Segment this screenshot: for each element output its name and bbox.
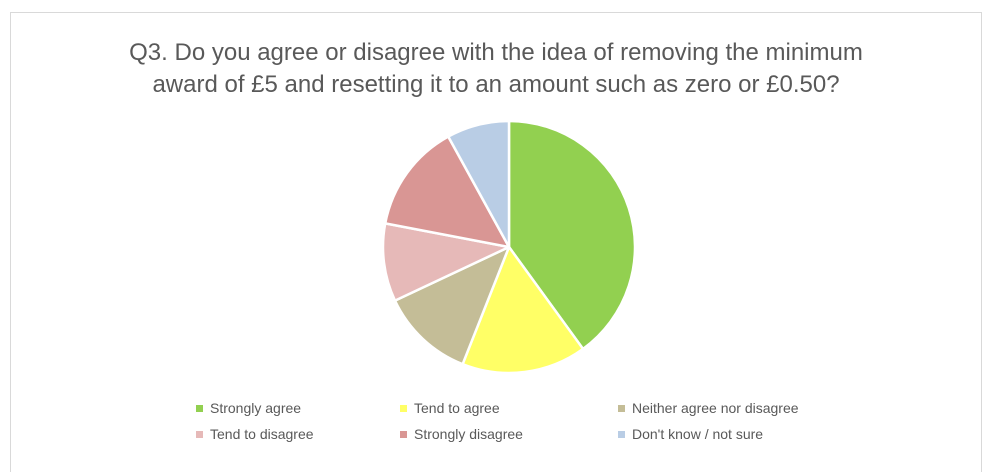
legend: Strongly agree Tend to agree Neither agr…: [196, 399, 916, 443]
legend-label: Strongly agree: [210, 400, 302, 416]
legend-label: Tend to agree: [414, 400, 500, 416]
legend-swatch: [400, 404, 407, 412]
legend-item-strongly-disagree: Strongly disagree: [400, 425, 618, 443]
legend-item-dont-know: Don't know / not sure: [618, 425, 878, 443]
pie-slice-tend-to-agree: [461, 245, 585, 375]
chart-title-line-1: Q3. Do you agree or disagree with the id…: [129, 39, 863, 66]
legend-item-tend-to-disagree: Tend to disagree: [196, 425, 400, 443]
pie-slice-neither-agree-nor-disagree: [393, 245, 511, 366]
pie-slice-tend-to-disagree: [381, 222, 511, 302]
legend-item-tend-to-agree: Tend to agree: [400, 399, 618, 417]
legend-label: Strongly disagree: [414, 426, 523, 442]
legend-label: Tend to disagree: [210, 426, 314, 442]
legend-swatch: [400, 430, 407, 438]
legend-swatch: [618, 430, 625, 438]
pie-chart: [381, 119, 637, 375]
chart-title-line-2: award of £5 and resetting it to an amoun…: [152, 71, 840, 98]
chart-area: Q3. Do you agree or disagree with the id…: [10, 12, 982, 472]
pie-slice-strongly-agree: [507, 119, 637, 351]
pie-slice-strongly-disagree: [383, 135, 511, 249]
pie-slice-don-t-know-not-sure: [447, 119, 511, 249]
legend-swatch: [196, 404, 203, 412]
legend-swatch: [618, 404, 625, 412]
legend-item-neither: Neither agree nor disagree: [618, 399, 878, 417]
legend-label: Neither agree nor disagree: [632, 400, 799, 416]
legend-swatch: [196, 430, 203, 438]
legend-item-strongly-agree: Strongly agree: [196, 399, 400, 417]
legend-label: Don't know / not sure: [632, 426, 764, 442]
chart-title: Q3. Do you agree or disagree with the id…: [11, 37, 981, 101]
